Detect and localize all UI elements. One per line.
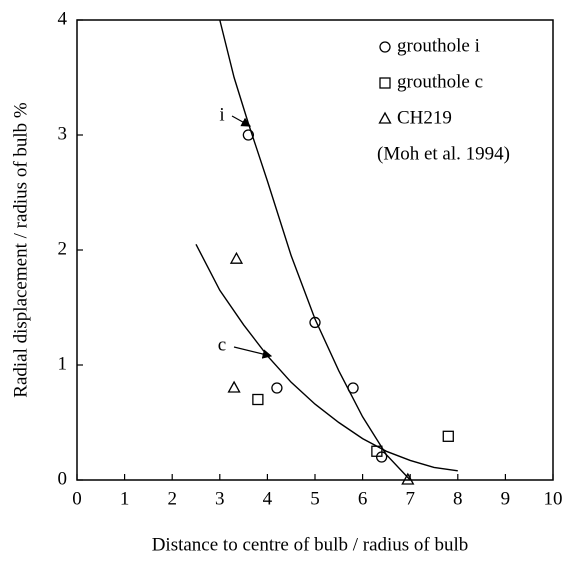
legend-marker <box>379 77 391 89</box>
x-tick-label: 9 <box>501 488 511 509</box>
point <box>347 382 359 394</box>
point <box>371 445 383 457</box>
x-tick-label: 0 <box>72 488 82 509</box>
x-tick-label: 7 <box>405 488 415 509</box>
x-tick-label: 2 <box>167 488 177 509</box>
arrow <box>233 346 273 359</box>
legend-note: (Moh et al. 1994) <box>377 143 510 164</box>
y-tick-label: 4 <box>58 8 68 29</box>
y-tick-label: 0 <box>58 468 68 489</box>
y-tick-label: 2 <box>58 238 68 259</box>
fit-curve <box>219 19 411 481</box>
point <box>227 380 241 393</box>
x-tick-label: 6 <box>358 488 368 509</box>
legend-marker <box>379 41 391 53</box>
x-tick-label: 5 <box>310 488 320 509</box>
legend-label: CH219 <box>397 107 452 128</box>
point <box>252 393 264 406</box>
x-tick-label: 3 <box>215 488 225 509</box>
y-axis-label: Radial displacement / radius of bulb % <box>10 102 31 398</box>
legend-label: grouthole i <box>397 35 480 56</box>
legend-marker <box>378 111 392 124</box>
legend-label: grouthole c <box>397 71 483 92</box>
x-axis-label: Distance to centre of bulb / radius of b… <box>152 534 469 555</box>
y-tick-label: 3 <box>58 123 68 144</box>
arrow <box>231 115 252 127</box>
y-tick-label: 1 <box>58 353 68 374</box>
x-tick-label: 4 <box>263 488 273 509</box>
point <box>401 472 415 485</box>
x-tick-label: 8 <box>453 488 463 509</box>
point <box>229 251 244 264</box>
point <box>271 382 283 394</box>
x-tick-label: 1 <box>120 488 130 509</box>
curve-label: i <box>219 104 224 125</box>
fit-curve <box>195 243 458 472</box>
point <box>242 129 255 141</box>
x-tick-label: 10 <box>544 488 563 509</box>
curve-label: c <box>218 334 226 355</box>
point <box>309 316 321 329</box>
point <box>442 430 454 442</box>
